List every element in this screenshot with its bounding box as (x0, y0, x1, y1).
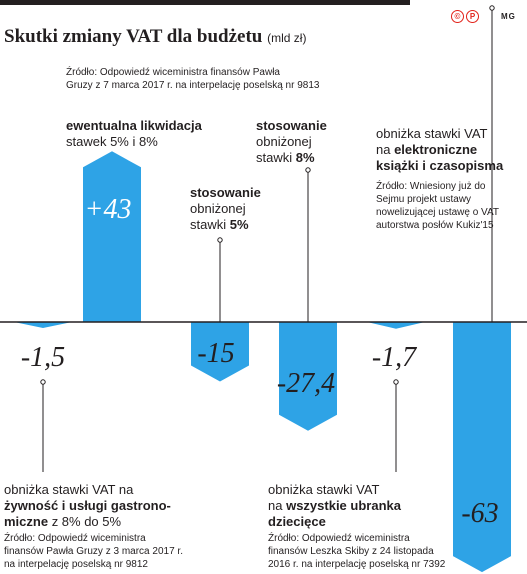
source-kukiz: Źródło: Wniesiony już do Sejmu projekt u… (376, 181, 500, 231)
leader-dot (40, 379, 46, 385)
top-rule (0, 0, 410, 5)
source-gruza-3: Źródło: Odpowiedź wiceministra finansów … (4, 533, 183, 570)
label-zywnosc: obniżka stawki VAT na żywność i usługi g… (4, 482, 171, 529)
value-label: -1,5 (21, 342, 65, 373)
bar (14, 322, 72, 328)
value-label: -1,7 (372, 342, 417, 373)
chart-title: Skutki zmiany VAT dla budżetu (mld zł) (4, 26, 307, 47)
leader-dot (305, 167, 311, 173)
bar (191, 322, 249, 382)
label-stawka-8: stosowanie obniżonej stawki 8% (256, 118, 327, 165)
label-ksiazki: obniżka stawki VAT na elektroniczne ksią… (376, 126, 504, 173)
value-label: +43 (85, 194, 132, 225)
leader-dot (489, 5, 495, 11)
value-label: -15 (197, 338, 234, 369)
label-stawka-5: stosowanie obniżonej stawki 5% (190, 185, 261, 232)
brand-mark: MG (501, 12, 516, 21)
label-likwidacja: ewentualna likwidacja stawek 5% i 8% (66, 118, 202, 149)
leader-dot (393, 379, 399, 385)
copyright-icon: © (451, 10, 464, 23)
bar (367, 322, 425, 329)
leader-dot (217, 237, 223, 243)
publisher-icon: P (466, 10, 479, 23)
value-label: -63 (461, 498, 498, 529)
source-skiba: Źródło: Odpowiedź wiceministra finansów … (268, 533, 446, 570)
label-ubranka: obniżka stawki VAT na wszystkie ubranka … (268, 482, 401, 529)
bar (279, 322, 337, 431)
source-gruza-7: Źródło: Odpowiedź wiceministra finansów … (66, 67, 320, 91)
chart-unit: (mld zł) (267, 31, 307, 45)
bar (83, 151, 141, 322)
value-label: -27,4 (277, 368, 335, 399)
bar (453, 322, 511, 573)
